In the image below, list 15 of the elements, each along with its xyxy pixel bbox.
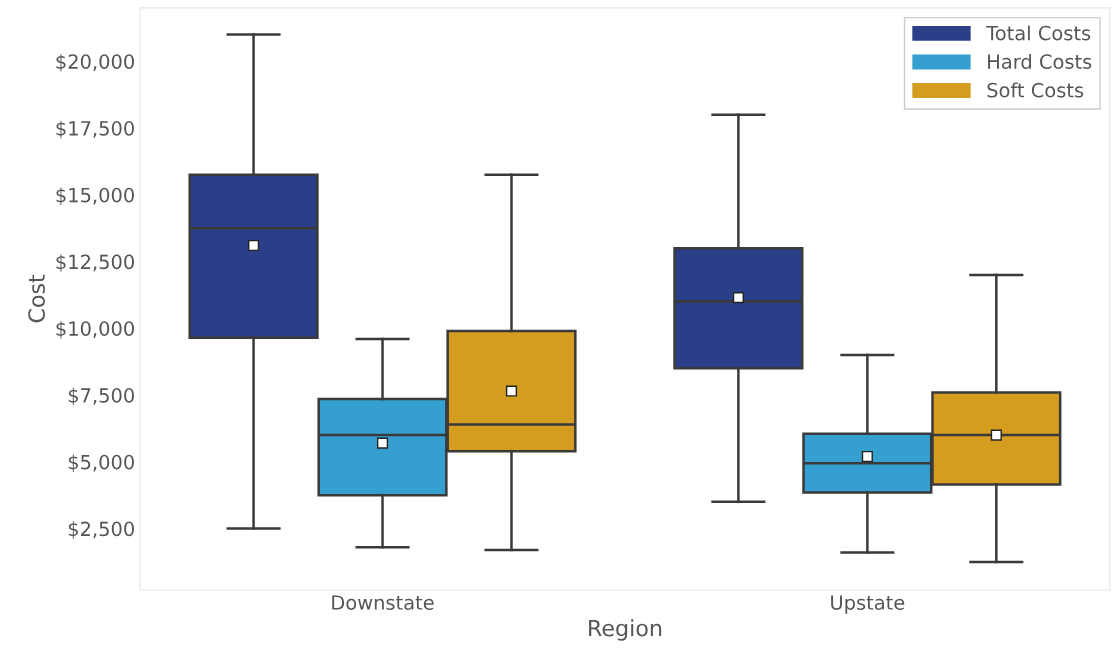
legend-label: Hard Costs	[988, 53, 1092, 69]
y-tick-label: $15,000	[56, 187, 134, 206]
y-tick-label: $5,000	[68, 454, 134, 473]
legend-label: Total Costs	[986, 25, 1091, 41]
y-tick-label: $20,000	[56, 53, 134, 72]
y-tick-label: $2,500	[68, 521, 134, 539]
x-tick-label: Downstate	[332, 595, 434, 610]
y-tick-label: $12,500	[56, 254, 134, 272]
y-tick-label: $7,500	[68, 387, 134, 406]
legend-label: Soft Costs	[987, 82, 1084, 98]
y-tick-label: $10,000	[56, 320, 134, 339]
y-tick-label: $17,500	[56, 120, 134, 139]
y-axis-title: Cost	[28, 274, 45, 323]
x-tick-label: Upstate	[831, 595, 905, 614]
x-axis-title: Region	[589, 619, 662, 641]
